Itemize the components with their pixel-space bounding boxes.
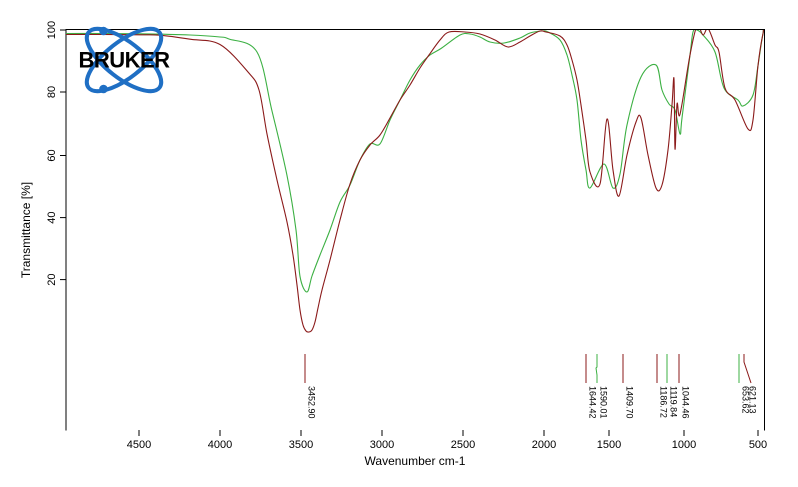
svg-text:Transmittance [%]: Transmittance [%]	[19, 182, 33, 278]
svg-text:500: 500	[749, 439, 767, 451]
svg-text:20: 20	[46, 273, 58, 285]
svg-text:2000: 2000	[532, 439, 556, 451]
svg-text:1119.84: 1119.84	[669, 386, 679, 417]
svg-text:BRUKER: BRUKER	[78, 48, 170, 73]
svg-text:100: 100	[46, 21, 58, 39]
svg-text:1186.72: 1186.72	[659, 386, 669, 418]
svg-text:1590.01: 1590.01	[599, 386, 609, 419]
svg-text:1500: 1500	[597, 439, 621, 451]
svg-text:1644.42: 1644.42	[588, 386, 598, 419]
svg-text:60: 60	[46, 149, 58, 161]
svg-text:3452.90: 3452.90	[307, 386, 317, 419]
svg-text:1409.70: 1409.70	[625, 386, 635, 419]
svg-text:Wavenumber cm-1: Wavenumber cm-1	[365, 454, 466, 468]
svg-text:1000: 1000	[672, 439, 696, 451]
svg-text:3000: 3000	[370, 439, 394, 451]
svg-text:4500: 4500	[127, 439, 151, 451]
svg-text:40: 40	[46, 211, 58, 223]
svg-text:80: 80	[46, 86, 58, 98]
svg-text:3500: 3500	[289, 439, 313, 451]
svg-text:621.13: 621.13	[748, 386, 758, 414]
svg-text:1044.46: 1044.46	[681, 386, 691, 419]
svg-text:4000: 4000	[208, 439, 232, 451]
svg-text:2500: 2500	[451, 439, 475, 451]
